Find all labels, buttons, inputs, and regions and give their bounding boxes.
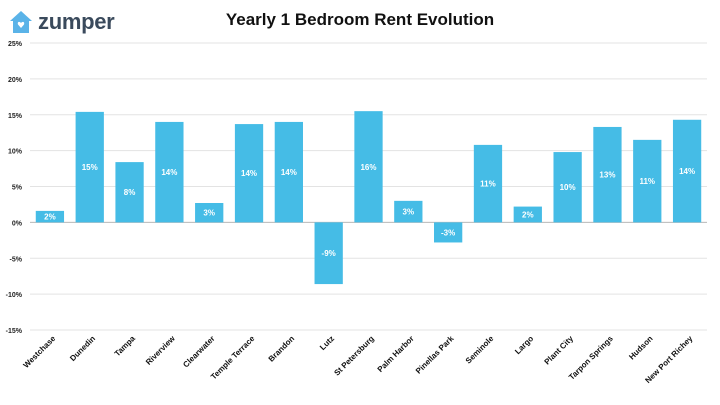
chart-title: Yearly 1 Bedroom Rent Evolution (225, 10, 495, 29)
data-label: 2% (522, 210, 534, 219)
data-label: -3% (441, 228, 455, 237)
data-label: 14% (679, 167, 695, 176)
bars (35, 111, 702, 285)
x-tick-label: Tampa (113, 334, 138, 359)
data-labels: 2% 15% 8% 14% 3% 14% 14% -9% 16% 3% -3% 11% 2% 10% 13%… (44, 163, 695, 258)
data-label: 14% (281, 168, 297, 177)
bar (314, 222, 343, 285)
y-tick-label: -5% (10, 256, 23, 263)
zumper-logo: zumper (8, 9, 115, 35)
y-tick-label: 10% (8, 149, 23, 156)
bar (513, 206, 542, 223)
data-label: 15% (82, 163, 98, 172)
data-label: 14% (241, 169, 257, 178)
data-label: 3% (403, 208, 415, 217)
logo-text: zumper (38, 9, 115, 34)
x-tick-label: Dunedin (68, 334, 97, 363)
data-label: 11% (639, 177, 655, 186)
y-tick-label: -10% (6, 292, 23, 299)
bar (434, 222, 463, 243)
bar (35, 210, 65, 223)
bar (75, 111, 104, 223)
house-icon (10, 11, 32, 33)
x-tick-label: Pinellas Park (414, 334, 456, 376)
x-tick-label: Palm Harbor (376, 334, 416, 374)
data-label: 16% (360, 163, 376, 172)
bar (672, 119, 702, 223)
bar (633, 139, 662, 223)
bar (274, 121, 303, 223)
bar (115, 162, 144, 223)
bar (593, 126, 622, 223)
x-tick-labels: Westchase Dunedin Tampa Riverview Clearwater… (22, 334, 695, 386)
x-tick-label: Clearwater (181, 334, 216, 369)
data-label: 2% (44, 213, 56, 222)
data-label: 13% (599, 171, 615, 180)
y-tick-label: -15% (6, 328, 23, 335)
x-tick-label: Largo (513, 334, 535, 356)
x-tick-label: Plant City (543, 334, 576, 367)
x-tick-label: St Petersburg (332, 334, 376, 378)
bar (155, 121, 184, 223)
bar (354, 111, 383, 223)
data-label: 14% (161, 168, 177, 177)
x-tick-label: Hudson (627, 334, 654, 361)
x-tick-label: Temple Terrace (209, 334, 257, 382)
y-tick-label: 5% (12, 185, 23, 192)
x-tick-label: Westchase (22, 334, 58, 370)
x-tick-label: Seminole (464, 334, 496, 366)
x-tick-label: Brandon (267, 334, 297, 364)
x-tick-label: Lutz (318, 334, 336, 352)
bar (553, 152, 582, 223)
bar (234, 124, 264, 223)
bar (195, 203, 224, 223)
y-tick-labels: -15% -10% -5% 0% 5% 10% 15% 20% 25% (6, 41, 23, 335)
data-label: 3% (203, 209, 215, 218)
bar (394, 200, 423, 223)
y-tick-label: 25% (8, 41, 23, 48)
y-tick-label: 15% (8, 113, 23, 120)
y-tick-label: 20% (8, 77, 23, 84)
data-label: -9% (322, 249, 336, 258)
bar (473, 144, 503, 223)
y-tick-label: 0% (12, 220, 23, 227)
data-label: 11% (480, 180, 496, 189)
data-label: 10% (560, 183, 576, 192)
data-label: 8% (124, 188, 136, 197)
x-tick-label: Riverview (144, 334, 177, 367)
